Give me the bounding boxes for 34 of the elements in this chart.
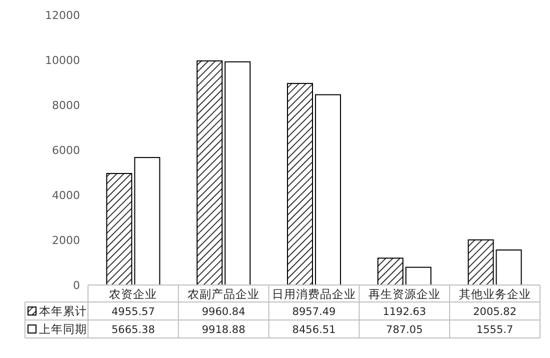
- data-label: 1192.63: [382, 306, 426, 318]
- data-label: 9918.88: [202, 324, 246, 336]
- data-label: 787.05: [386, 324, 423, 336]
- bar: [496, 249, 522, 286]
- y-tick-label: 6000: [52, 144, 80, 157]
- x-tick-label: 再生资源企业: [368, 287, 440, 301]
- data-label: 8957.49: [292, 306, 336, 318]
- y-tick-label: 4000: [52, 189, 80, 202]
- bar: [134, 157, 160, 286]
- data-label: 8456.51: [292, 324, 336, 336]
- data-label: 4955.57: [111, 306, 155, 318]
- y-tick-label: 0: [73, 279, 80, 292]
- bar: [196, 60, 223, 286]
- data-label: 9960.84: [202, 306, 246, 318]
- y-tick-label: 10000: [45, 54, 80, 67]
- bar: [405, 266, 432, 286]
- bar: [377, 258, 404, 286]
- data-label: 5665.38: [111, 324, 155, 336]
- bar: [315, 94, 341, 286]
- x-tick-label: 其他业务企业: [458, 287, 531, 301]
- data-label: 2005.82: [473, 306, 517, 318]
- x-tick-label: 日用消费品企业: [272, 287, 356, 301]
- bar: [287, 82, 313, 286]
- bar: [106, 173, 132, 286]
- legend-label: 本年累计: [39, 304, 87, 318]
- x-tick-label: 农资企业: [109, 287, 158, 301]
- legend-label: 上年同期: [39, 322, 87, 336]
- y-tick-label: 12000: [45, 9, 80, 22]
- bar: [468, 239, 494, 286]
- y-tick-label: 8000: [52, 99, 80, 112]
- bar: [224, 61, 251, 286]
- x-tick-label: 农副产品企业: [188, 287, 260, 301]
- y-tick-label: 2000: [52, 234, 80, 247]
- data-label: 1555.7: [476, 324, 514, 336]
